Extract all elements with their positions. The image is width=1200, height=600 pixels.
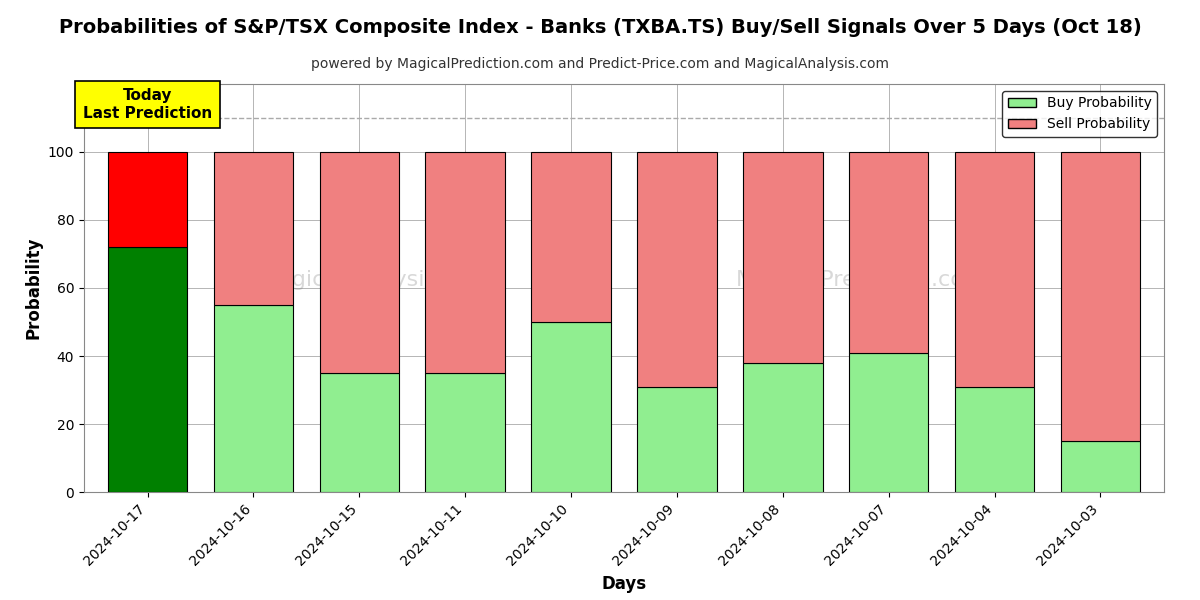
Bar	[850, 152, 929, 353]
Bar	[319, 152, 400, 373]
Bar	[1061, 441, 1140, 492]
Bar	[1061, 152, 1140, 441]
Bar	[743, 363, 822, 492]
Bar	[108, 152, 187, 247]
Bar	[955, 386, 1034, 492]
Bar	[426, 152, 505, 373]
Bar	[108, 247, 187, 492]
Bar	[214, 152, 293, 305]
Bar	[637, 386, 716, 492]
Bar	[214, 305, 293, 492]
Bar	[532, 152, 611, 322]
Bar	[850, 353, 929, 492]
X-axis label: Days: Days	[601, 575, 647, 593]
Legend: Buy Probability, Sell Probability: Buy Probability, Sell Probability	[1002, 91, 1157, 137]
Text: MagicalPrediction.com: MagicalPrediction.com	[737, 270, 986, 290]
Bar	[955, 152, 1034, 386]
Text: Probabilities of S&P/TSX Composite Index - Banks (TXBA.TS) Buy/Sell Signals Over: Probabilities of S&P/TSX Composite Index…	[59, 18, 1141, 37]
Bar	[532, 322, 611, 492]
Bar	[426, 373, 505, 492]
Bar	[319, 373, 400, 492]
Bar	[743, 152, 822, 363]
Text: MagicalAnalysis.com: MagicalAnalysis.com	[259, 270, 492, 290]
Text: powered by MagicalPrediction.com and Predict-Price.com and MagicalAnalysis.com: powered by MagicalPrediction.com and Pre…	[311, 57, 889, 71]
Text: Today
Last Prediction: Today Last Prediction	[83, 88, 212, 121]
Bar	[637, 152, 716, 386]
Y-axis label: Probability: Probability	[24, 237, 42, 339]
